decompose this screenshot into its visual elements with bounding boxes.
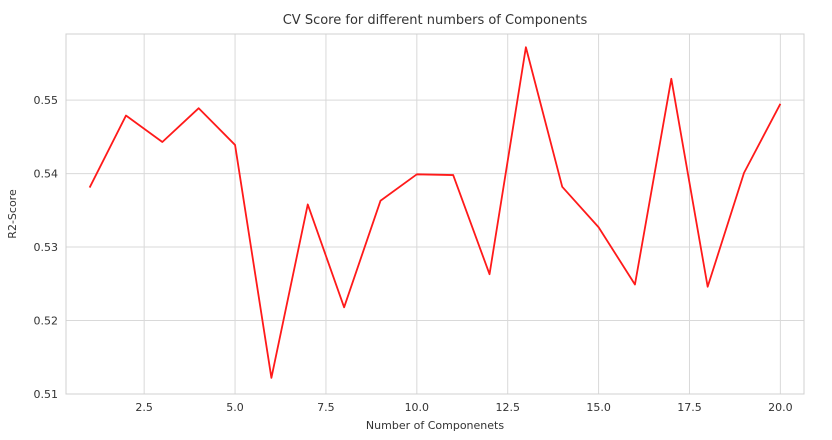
x-tick-label: 10.0 bbox=[405, 401, 430, 414]
x-tick-label: 7.5 bbox=[317, 401, 335, 414]
y-tick-label: 0.52 bbox=[34, 315, 59, 328]
y-tick-label: 0.51 bbox=[34, 388, 59, 401]
x-tick-labels: 2.5 5.0 7.5 10.0 12.5 15.0 17.5 20.0 bbox=[135, 401, 792, 414]
x-tick-label: 2.5 bbox=[135, 401, 153, 414]
x-tick-label: 20.0 bbox=[768, 401, 793, 414]
x-tick-label: 17.5 bbox=[677, 401, 702, 414]
x-axis-label: Number of Componenets bbox=[366, 419, 504, 432]
y-tick-labels: 0.51 0.52 0.53 0.54 0.55 bbox=[34, 94, 59, 401]
series-layer bbox=[88, 46, 782, 379]
chart-title: CV Score for different numbers of Compon… bbox=[283, 13, 588, 28]
grid-lines bbox=[66, 34, 804, 395]
x-tick-label: 5.0 bbox=[226, 401, 244, 414]
plot-frame bbox=[65, 33, 805, 395]
x-tick-label: 15.0 bbox=[586, 401, 611, 414]
y-tick-label: 0.55 bbox=[34, 94, 59, 107]
y-tick-label: 0.53 bbox=[34, 241, 59, 254]
y-axis-label: R2-Score bbox=[6, 189, 19, 239]
x-tick-label: 12.5 bbox=[495, 401, 520, 414]
series-line bbox=[88, 46, 782, 379]
y-tick-label: 0.54 bbox=[34, 168, 59, 181]
